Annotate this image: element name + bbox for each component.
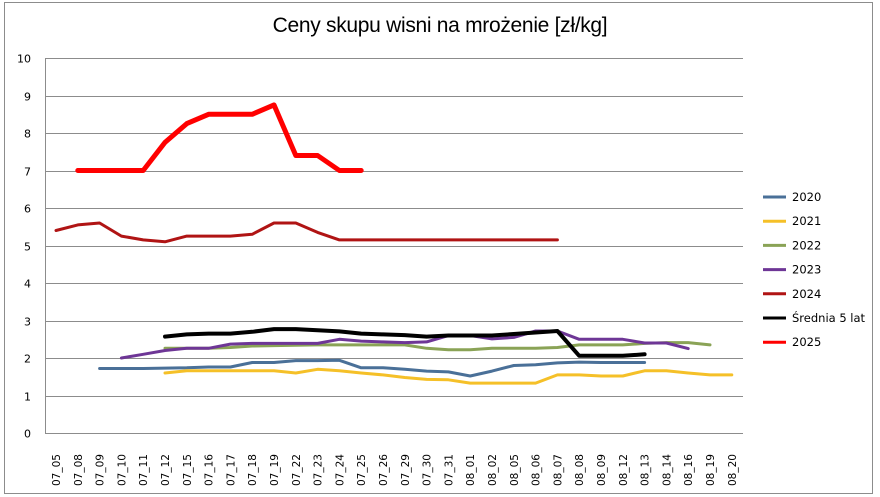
- x-tick-label: 07_17: [225, 454, 237, 486]
- x-tick-label: 07_30: [422, 454, 434, 486]
- x-tick-label: 07_10: [116, 454, 128, 486]
- x-tick-label: 08_13: [640, 454, 652, 486]
- y-axis-tick-labels: 0 1 2 3 4 5 6 7 8 9 10: [17, 53, 31, 441]
- x-tick-label: 08_19: [705, 454, 717, 486]
- x-tick-label: 07_15: [182, 454, 194, 486]
- x-tick-label: 07_16: [204, 454, 216, 486]
- legend-label: 2022: [792, 238, 821, 252]
- x-tick-label: 08_07: [552, 454, 564, 486]
- series-line-2022: [163, 341, 712, 352]
- y-tick-label: 6: [24, 203, 31, 216]
- x-tick-label: 07_12: [160, 454, 172, 486]
- x-tick-label: 08_12: [618, 454, 630, 486]
- x-tick-label: 07_22: [291, 454, 303, 486]
- axes: [45, 58, 743, 434]
- x-tick-label: 08_20: [727, 454, 739, 486]
- y-tick-label: 8: [24, 128, 31, 141]
- series-line-średnia-5-lat: [163, 327, 647, 358]
- x-tick-label: 07_09: [95, 454, 107, 486]
- legend-label: 2021: [792, 214, 821, 228]
- y-tick-label: 4: [24, 278, 31, 291]
- legend-item: 2025: [763, 335, 821, 349]
- series-line-2020: [98, 358, 647, 378]
- x-tick-label: 08_08: [574, 454, 586, 486]
- legend-item: 2020: [763, 190, 821, 204]
- x-tick-label: 08_05: [509, 454, 521, 486]
- x-tick-label: 07_29: [400, 454, 412, 486]
- x-tick-label: 08_01: [465, 454, 477, 486]
- legend-label: Średnia 5 lat: [792, 310, 866, 325]
- series-line-2021: [163, 367, 734, 385]
- x-tick-label: 07_26: [378, 454, 390, 486]
- x-tick-label: 08_09: [596, 454, 608, 486]
- x-tick-label: 07_11: [138, 454, 150, 486]
- legend-item: 2022: [763, 238, 821, 252]
- legend-label: 2024: [792, 287, 821, 301]
- legend-item: 2021: [763, 214, 821, 228]
- x-tick-label: 07_25: [356, 454, 368, 486]
- x-tick-label: 07_19: [269, 454, 281, 486]
- y-tick-label: 2: [24, 353, 31, 366]
- x-tick-label: 08_14: [661, 454, 673, 486]
- legend-item: 2024: [763, 287, 821, 301]
- y-tick-label: 10: [17, 53, 31, 66]
- x-tick-label: 08_16: [683, 454, 695, 486]
- legend-item: 2023: [763, 263, 821, 277]
- y-tick-label: 1: [24, 391, 31, 404]
- x-tick-label: 08_02: [487, 454, 499, 486]
- x-tick-label: 07_18: [247, 454, 259, 486]
- x-tick-label: 07_08: [73, 454, 85, 486]
- y-tick-label: 0: [24, 428, 31, 441]
- x-tick-label: 07_23: [313, 454, 325, 486]
- legend-label: 2023: [792, 263, 821, 277]
- series-line-2023: [119, 329, 690, 360]
- x-tick-label: 07_05: [51, 454, 63, 486]
- series-line-2025: [75, 102, 364, 173]
- y-tick-label: 7: [24, 166, 31, 179]
- x-tick-label: 08_06: [531, 454, 543, 486]
- legend-label: 2025: [792, 335, 821, 349]
- data-series: [54, 102, 734, 385]
- series-line-2024: [54, 221, 559, 244]
- x-axis-tick-labels: 07_05 07_08 07_09 07_10 07_11 07_12 07_15 07_16…: [51, 454, 739, 486]
- chart-title: Ceny skupu wisni na mrożenie [zł/kg]: [272, 14, 608, 37]
- x-tick-label: 07_31: [443, 454, 455, 486]
- y-tick-label: 9: [24, 91, 31, 104]
- legend-item: Średnia 5 lat: [763, 310, 866, 325]
- y-tick-label: 3: [24, 316, 31, 329]
- gridlines: [45, 58, 743, 397]
- y-tick-label: 5: [24, 241, 31, 254]
- chart-frame: [4, 2, 873, 494]
- x-tick-label: 07_24: [334, 454, 346, 486]
- legend: 2020 2021 2022 2023 2024 Średnia 5 lat 2025: [763, 190, 866, 349]
- legend-label: 2020: [792, 190, 821, 204]
